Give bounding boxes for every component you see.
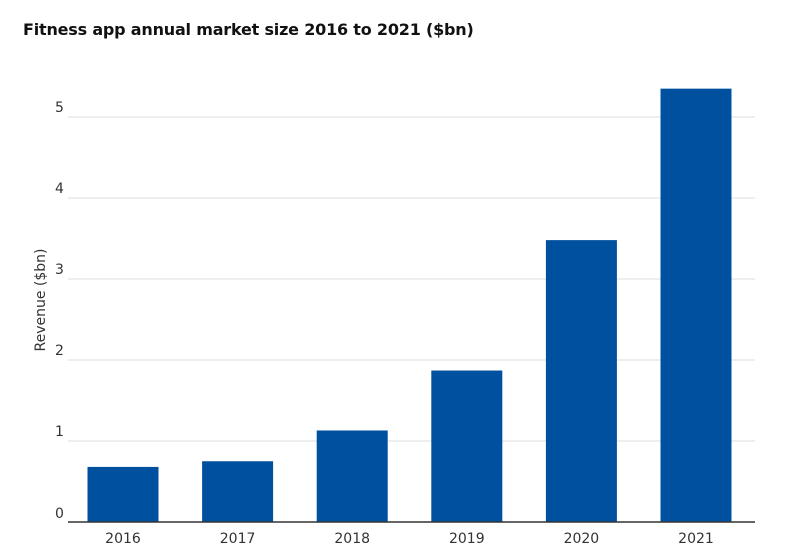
chart-title: Fitness app annual market size 2016 to 2… xyxy=(23,20,474,39)
bars xyxy=(87,88,732,523)
x-tick-label: 2016 xyxy=(105,531,141,547)
bar-2021 xyxy=(660,88,732,523)
y-tick-label: 5 xyxy=(55,100,64,116)
y-axis-ticks: 0 1 2 3 4 5 xyxy=(55,100,64,522)
x-tick-label: 2018 xyxy=(334,531,370,547)
y-tick-label: 2 xyxy=(55,343,64,359)
y-tick-label: 0 xyxy=(55,506,64,522)
y-axis-label: Revenue ($bn) xyxy=(33,248,49,351)
x-axis-ticks: 2016 2017 2018 2019 2020 2021 xyxy=(105,531,714,547)
x-tick-label: 2017 xyxy=(220,531,256,547)
y-tick-label: 4 xyxy=(55,181,64,197)
bar-2017 xyxy=(202,461,274,522)
x-tick-label: 2021 xyxy=(678,531,714,547)
bar-2016 xyxy=(87,466,159,522)
x-tick-label: 2019 xyxy=(449,531,485,547)
x-tick-label: 2020 xyxy=(564,531,600,547)
bar-2020 xyxy=(545,240,617,522)
bar-2019 xyxy=(431,370,503,522)
bar-2018 xyxy=(316,430,388,522)
y-tick-label: 1 xyxy=(55,424,64,440)
gridlines xyxy=(68,116,755,442)
y-tick-label: 3 xyxy=(55,262,64,278)
